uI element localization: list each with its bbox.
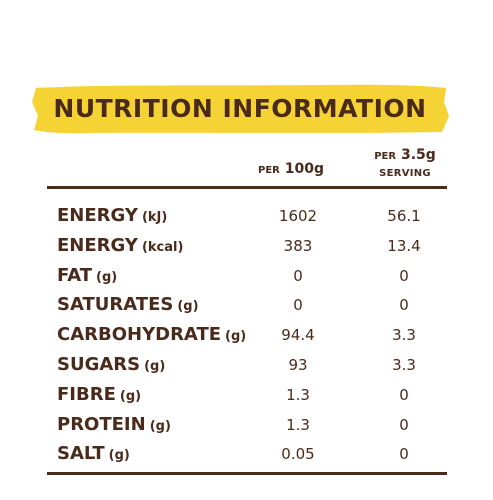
row-label: ENERGY (kcal)	[57, 235, 184, 256]
row-label: SATURATES (g)	[57, 294, 199, 315]
value-per-100g: 1.3	[286, 386, 310, 404]
value-per-serving: 3.3	[392, 326, 416, 344]
column-prefix: PER	[374, 151, 397, 162]
top-divider	[47, 186, 447, 189]
column-header-per-serving: PER 3.5g SERVING	[360, 147, 450, 182]
row-label: SALT (g)	[57, 443, 130, 464]
value-per-100g: 0	[293, 296, 303, 314]
value-per-100g: 93	[288, 356, 308, 374]
value-per-serving: 0	[399, 296, 409, 314]
table-row: CARBOHYDRATE (g) 94.4 3.3	[57, 324, 437, 354]
table-row: FAT (g) 0 0	[57, 265, 437, 295]
value-per-serving: 0	[399, 386, 409, 404]
row-label: SUGARS (g)	[57, 354, 166, 375]
value-per-serving: 0	[399, 445, 409, 463]
value-per-100g: 0.05	[281, 445, 315, 463]
value-per-100g: 0	[293, 267, 303, 285]
table-row: PROTEIN (g) 1.3 0	[57, 414, 437, 444]
value-per-serving: 13.4	[387, 237, 421, 255]
column-amount: 3.5g	[400, 147, 436, 163]
column-prefix: PER	[258, 165, 280, 176]
table-row: SATURATES (g) 0 0	[57, 294, 437, 324]
value-per-100g: 1.3	[286, 416, 310, 434]
table-row: ENERGY (kcal) 383 13.4	[57, 235, 437, 265]
row-label: FAT (g)	[57, 265, 118, 286]
row-label: FIBRE (g)	[57, 384, 142, 405]
title-banner: NUTRITION INFORMATION	[30, 82, 450, 136]
banner-highlight	[32, 84, 449, 134]
row-label: ENERGY (kJ)	[57, 205, 168, 226]
column-serving-label: SERVING	[379, 168, 431, 179]
value-per-serving: 0	[399, 416, 409, 434]
value-per-serving: 56.1	[387, 207, 421, 225]
row-label: CARBOHYDRATE (g)	[57, 324, 247, 345]
column-amount: 100g	[284, 161, 324, 177]
value-per-serving: 3.3	[392, 356, 416, 374]
value-per-100g: 1602	[278, 207, 318, 225]
table-row: ENERGY (kJ) 1602 56.1	[57, 205, 437, 235]
value-per-serving: 0	[399, 267, 409, 285]
bottom-divider	[47, 472, 447, 475]
page-title: NUTRITION INFORMATION	[53, 94, 427, 123]
value-per-100g: 383	[283, 237, 313, 255]
table-row: SUGARS (g) 93 3.3	[57, 354, 437, 384]
row-label: PROTEIN (g)	[57, 414, 171, 435]
column-header-per-100g: PER 100g	[246, 161, 336, 177]
table-row: SALT (g) 0.05 0	[57, 443, 437, 473]
table-row: FIBRE (g) 1.3 0	[57, 384, 437, 414]
value-per-100g: 94.4	[281, 326, 315, 344]
